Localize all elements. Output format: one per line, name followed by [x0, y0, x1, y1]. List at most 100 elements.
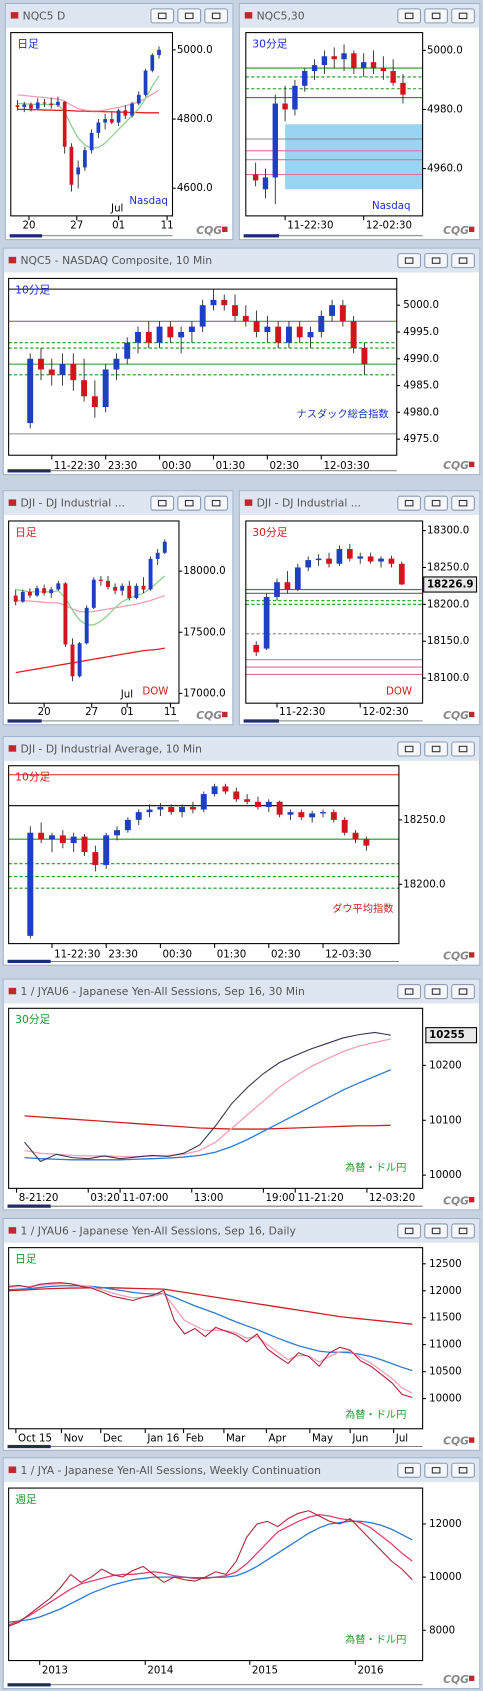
close-button[interactable] — [204, 8, 229, 24]
minimize-button[interactable] — [397, 984, 422, 1000]
close-button[interactable] — [451, 8, 475, 24]
candle-body — [49, 835, 55, 840]
button-glyph — [184, 12, 194, 20]
plot-area — [245, 543, 423, 675]
y-tick-label: 4960.0 — [427, 163, 463, 175]
maximize-button[interactable] — [424, 1223, 448, 1239]
candle-body — [146, 809, 153, 813]
logo-mark — [468, 1675, 475, 1682]
x-tick-label: 2016 — [358, 1664, 384, 1676]
y-tick-label: 11500 — [429, 1312, 462, 1324]
y-tick-label: 18200.0 — [403, 878, 445, 890]
minimize-button[interactable] — [397, 1462, 422, 1478]
candle-body — [84, 607, 89, 644]
x-tick-label: Jul — [395, 1432, 408, 1444]
month-note: Jul — [120, 689, 133, 701]
candle-body — [77, 643, 82, 677]
candle-body — [56, 101, 60, 106]
logo: CQG — [443, 1194, 469, 1207]
button-glyph — [431, 499, 441, 507]
candle-body — [336, 549, 343, 564]
title-bar — [3, 491, 233, 516]
maximize-button[interactable] — [177, 495, 202, 511]
candle-body — [318, 315, 325, 332]
maximize-button[interactable] — [424, 984, 448, 1000]
candle-body — [81, 836, 88, 853]
candle-body — [150, 55, 155, 71]
maximize-button[interactable] — [177, 8, 202, 24]
plot-area — [8, 1510, 413, 1627]
button-glyph — [458, 12, 468, 20]
candle-body — [114, 830, 121, 836]
x-tick-label: 20 — [38, 706, 51, 718]
button-glyph — [157, 499, 167, 507]
minimize-button[interactable] — [397, 1223, 422, 1239]
x-tick-label: Dec — [103, 1432, 123, 1444]
maximize-button[interactable] — [424, 8, 448, 24]
x-tick-label: 11-07:00 — [122, 1192, 168, 1204]
minimize-button[interactable] — [150, 495, 175, 511]
maximize-button[interactable] — [424, 741, 448, 757]
y-tick-label: 12000 — [429, 1285, 462, 1297]
close-button[interactable] — [204, 495, 229, 511]
last-price-box — [425, 1027, 478, 1044]
maximize-button[interactable] — [424, 253, 448, 269]
x-tick-label: May — [312, 1432, 333, 1444]
x-tick-label: 23:30 — [108, 948, 138, 960]
minimize-button[interactable] — [397, 741, 422, 757]
candle-body — [15, 105, 20, 107]
y-tick-label: 5000.0 — [403, 299, 439, 311]
logo-mark — [468, 711, 475, 718]
close-button[interactable] — [451, 1462, 475, 1478]
close-button[interactable] — [451, 741, 475, 757]
y-tick-label: 5000.0 — [427, 44, 463, 56]
moving-average — [8, 1284, 413, 1372]
x-tick-label: 01:30 — [216, 460, 246, 472]
button-glyph — [431, 745, 441, 753]
candle-body — [264, 326, 271, 332]
period-label: 10分足 — [15, 283, 50, 296]
candle-body — [199, 305, 206, 327]
moving-average — [15, 594, 165, 613]
x-tick-label: 12-03:30 — [325, 948, 371, 960]
maximize-button[interactable] — [424, 1462, 448, 1478]
candle-body — [302, 71, 308, 86]
title-bar — [3, 737, 480, 761]
candle-body — [106, 580, 110, 588]
period-label: 日足 — [15, 526, 37, 539]
candle-body — [352, 832, 359, 840]
instrument-label: DOW — [142, 685, 168, 697]
candle-body — [98, 579, 103, 581]
price-line — [8, 1510, 413, 1627]
maximize-button[interactable] — [424, 495, 448, 511]
x-tick-label: 01 — [112, 220, 125, 232]
x-tick-label: 23:30 — [108, 460, 138, 472]
plot-area — [8, 1282, 413, 1399]
y-tick-label: 5000.0 — [177, 44, 213, 56]
chart-window: DJI - DJ Industrial Average, 10 Min 18200… — [2, 736, 481, 966]
close-button[interactable] — [451, 1223, 475, 1239]
button-glyph — [404, 1467, 414, 1474]
minimize-button[interactable] — [150, 8, 175, 24]
candle-body — [285, 326, 292, 343]
candle-body — [141, 585, 146, 590]
chart-window: DJI - DJ Industrial ... 18100.0 18150.0 182… — [238, 490, 481, 726]
y-tick-label: 11000 — [429, 1339, 462, 1351]
close-button[interactable] — [451, 495, 475, 511]
y-tick-label: 10100 — [429, 1114, 462, 1126]
minimize-button[interactable] — [397, 8, 422, 24]
x-tick-label: 12-02:30 — [362, 706, 408, 718]
candle-body — [321, 56, 328, 66]
window-title: DJI - DJ Industrial Average, 10 Min — [20, 743, 201, 756]
candle-body — [370, 62, 377, 69]
x-tick-label: 2014 — [147, 1664, 173, 1676]
button-glyph — [404, 499, 414, 507]
window-frame — [2, 736, 481, 966]
minimize-button[interactable] — [397, 495, 422, 511]
close-button[interactable] — [451, 253, 475, 269]
close-button[interactable] — [451, 984, 475, 1000]
window-title: DJI - DJ Industrial ... — [257, 497, 361, 510]
price-line — [24, 1031, 391, 1163]
minimize-button[interactable] — [397, 253, 422, 269]
